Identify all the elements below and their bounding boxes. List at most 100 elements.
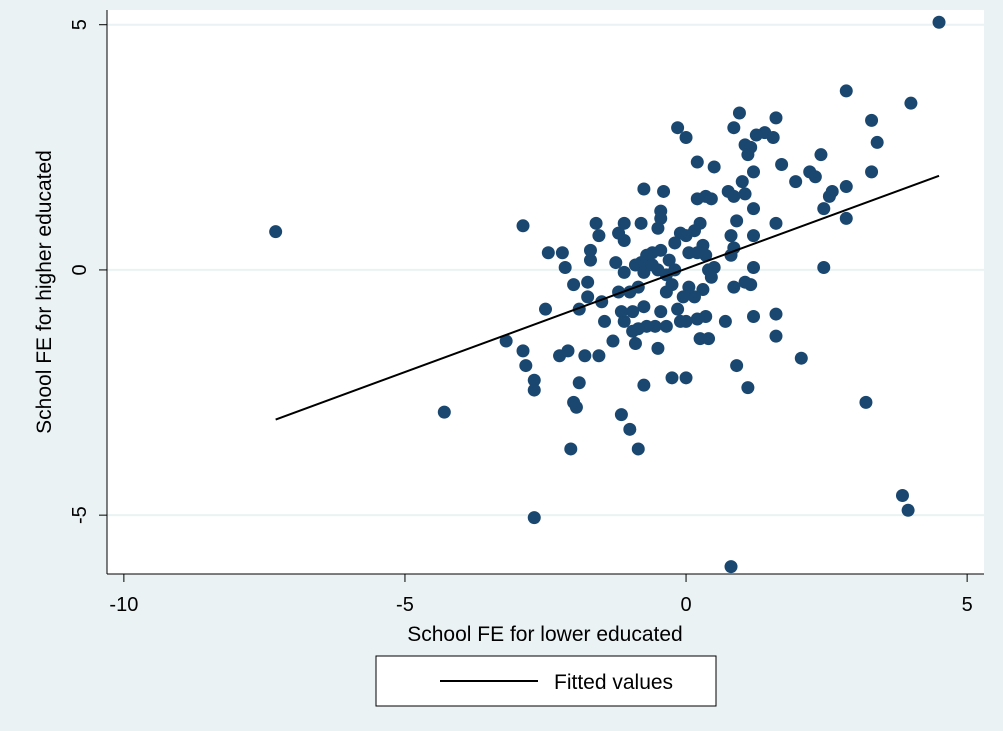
data-point [839, 211, 853, 225]
data-point [687, 290, 701, 304]
fitted-values-line [275, 174, 940, 421]
data-point [651, 341, 665, 355]
data-point [592, 229, 606, 243]
data-point [673, 314, 687, 328]
data-point [634, 216, 648, 230]
fitted-line-group [275, 174, 940, 421]
data-point [817, 260, 831, 274]
data-point [932, 15, 946, 29]
data-point [626, 324, 640, 338]
data-point [598, 314, 612, 328]
data-point [789, 175, 803, 189]
data-point [564, 442, 578, 456]
data-point [747, 229, 761, 243]
data-point [673, 226, 687, 240]
data-point [727, 121, 741, 135]
data-point [516, 344, 530, 358]
data-point [766, 131, 780, 145]
data-point [581, 275, 595, 289]
data-point [741, 148, 755, 162]
data-point [558, 260, 572, 274]
data-point [839, 180, 853, 194]
data-point [747, 260, 761, 274]
data-point [609, 256, 623, 270]
data-point [527, 383, 541, 397]
data-point [690, 155, 704, 169]
data-point [567, 395, 581, 409]
data-point [516, 219, 530, 233]
data-point [704, 270, 718, 284]
data-point [865, 113, 879, 127]
data-point [592, 349, 606, 363]
data-point [659, 285, 673, 299]
data-point [617, 265, 631, 279]
data-point [699, 310, 713, 324]
legend-label-fitted-values: Fitted values [554, 671, 673, 694]
data-point [572, 376, 586, 390]
data-point [769, 216, 783, 230]
data-points [269, 15, 946, 574]
data-point [637, 182, 651, 196]
data-point [718, 314, 732, 328]
data-point [707, 160, 721, 174]
data-point [735, 175, 749, 189]
x-tick-label: 0 [680, 594, 691, 616]
data-point [702, 332, 716, 346]
data-point [606, 334, 620, 348]
legend: Fitted values [375, 655, 717, 707]
data-point [738, 187, 752, 201]
data-point [747, 310, 761, 324]
plot-area [107, 10, 984, 574]
data-point [901, 503, 915, 517]
x-tick-label: 5 [962, 594, 973, 616]
data-point [859, 395, 873, 409]
data-point [749, 128, 763, 142]
data-point [727, 189, 741, 203]
data-point [730, 359, 744, 373]
data-point [668, 236, 682, 250]
data-point [747, 202, 761, 216]
data-point [519, 359, 533, 373]
data-point [865, 165, 879, 179]
data-point [741, 381, 755, 395]
data-point [269, 225, 283, 239]
grid-lines [107, 23, 984, 517]
data-point [794, 351, 808, 365]
data-point [628, 258, 642, 272]
data-point [808, 170, 822, 184]
data-point [870, 135, 884, 149]
data-point [637, 300, 651, 314]
y-axis-title: School FE for higher educated [33, 150, 56, 434]
data-point [839, 84, 853, 98]
data-point [541, 246, 555, 260]
y-tick-label: -5 [69, 506, 91, 524]
data-point [682, 280, 696, 294]
data-point [654, 305, 668, 319]
y-tick-label: 0 [69, 264, 91, 275]
data-point [704, 192, 718, 206]
data-point [561, 344, 575, 358]
data-point [904, 96, 918, 110]
data-point [645, 258, 659, 272]
data-point [732, 106, 746, 120]
data-point [676, 290, 690, 304]
data-point [817, 202, 831, 216]
axes [106, 10, 984, 575]
data-point [527, 373, 541, 387]
data-point [825, 184, 839, 198]
x-tick-label: -10 [109, 594, 138, 616]
data-point [671, 121, 685, 135]
data-point [614, 305, 628, 319]
data-point [682, 246, 696, 260]
data-point [730, 214, 744, 228]
data-point [724, 229, 738, 243]
data-point [775, 157, 789, 171]
y-axis-ticks: -5 0 5 [69, 19, 107, 524]
data-point [614, 408, 628, 422]
data-point [581, 290, 595, 304]
data-point [679, 131, 693, 145]
data-point [578, 349, 592, 363]
data-point [679, 371, 693, 385]
data-point [583, 243, 597, 257]
